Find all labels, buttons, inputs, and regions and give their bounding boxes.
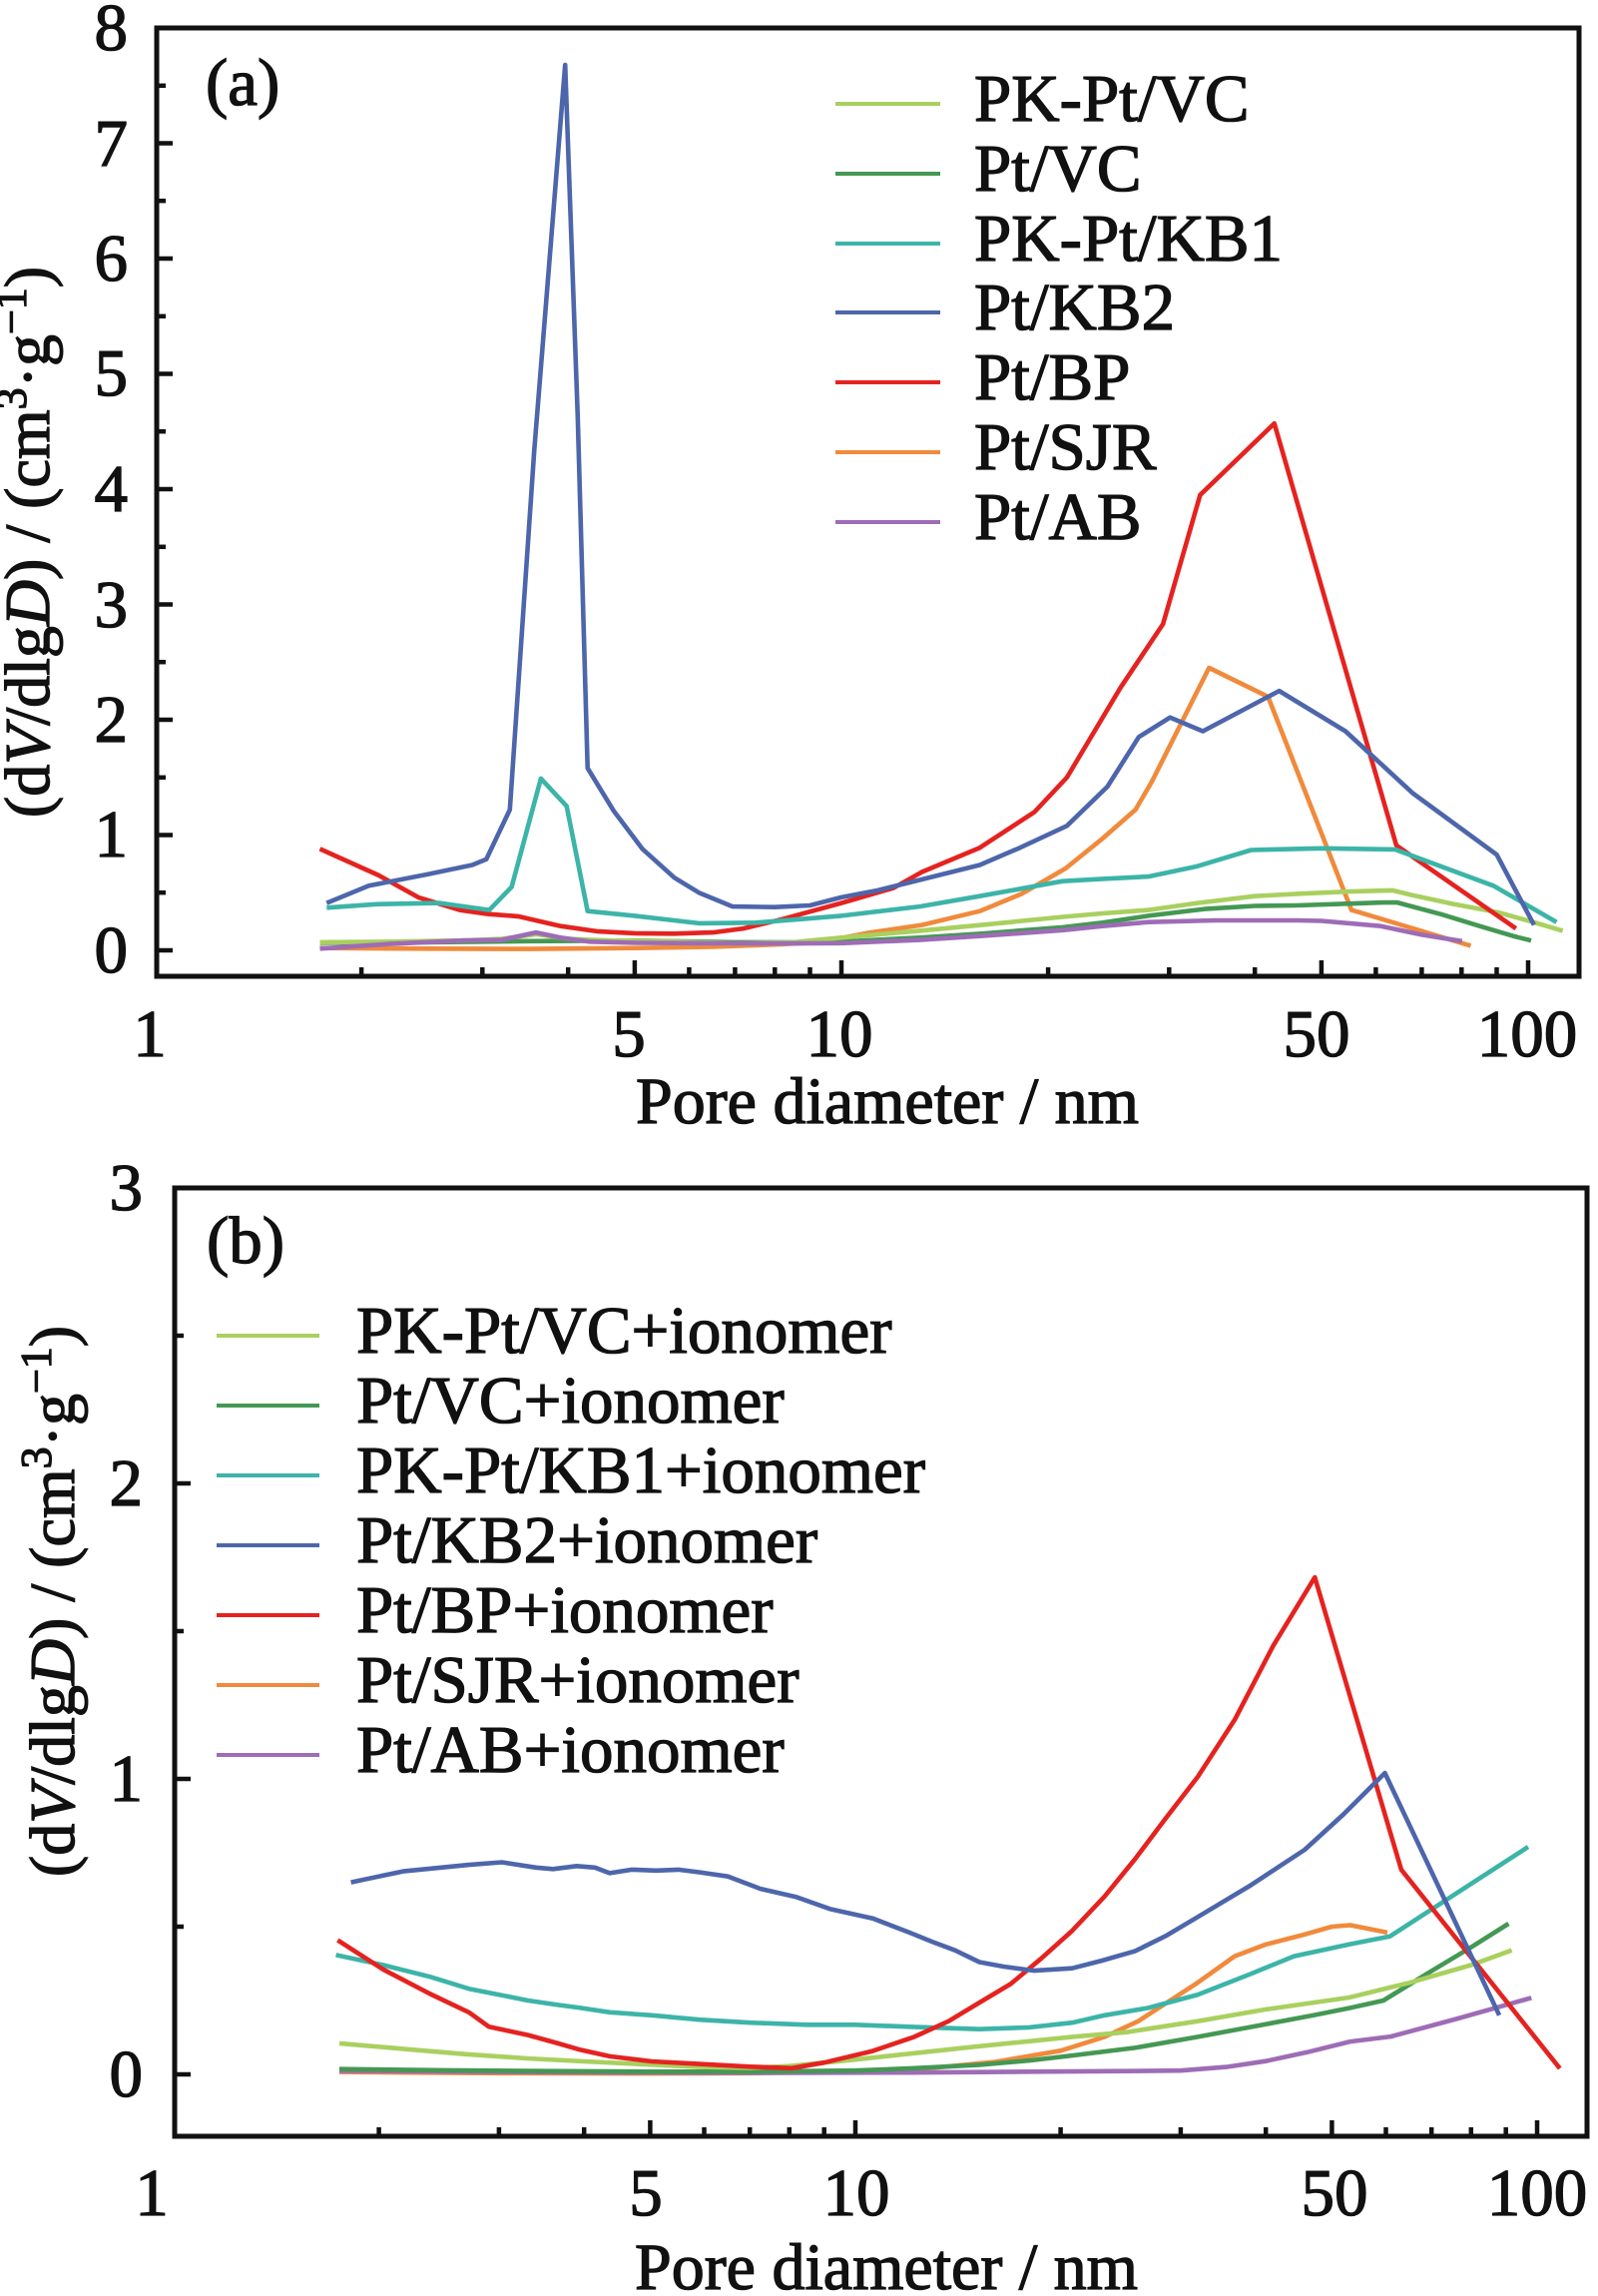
- svg-text:(dV/dlgD) / (cm3·g−1): (dV/dlgD) / (cm3·g−1): [0, 267, 63, 818]
- svg-text:10: 10: [806, 997, 873, 1071]
- svg-text:100: 100: [1477, 997, 1578, 1071]
- svg-text:Pt/KB2: Pt/KB2: [974, 271, 1175, 344]
- svg-text:3: 3: [95, 568, 129, 642]
- svg-text:PK-Pt/VC+ionomer: PK-Pt/VC+ionomer: [356, 1294, 892, 1368]
- svg-text:1: 1: [135, 2156, 169, 2230]
- svg-text:Pt/AB: Pt/AB: [974, 480, 1142, 554]
- svg-text:6: 6: [95, 222, 129, 295]
- svg-text:Pt/SJR+ionomer: Pt/SJR+ionomer: [356, 1643, 799, 1717]
- svg-text:(a): (a): [206, 46, 279, 120]
- svg-text:1: 1: [95, 798, 129, 871]
- svg-text:5: 5: [612, 997, 646, 1071]
- svg-text:PK-Pt/VC: PK-Pt/VC: [974, 62, 1250, 136]
- svg-text:(dV/dlgD) / (cm3·g−1): (dV/dlgD) / (cm3·g−1): [12, 1326, 88, 1877]
- svg-text:Pt/VC: Pt/VC: [974, 132, 1142, 206]
- svg-text:Pt/SJR: Pt/SJR: [974, 410, 1157, 484]
- svg-text:Pt/VC+ionomer: Pt/VC+ionomer: [356, 1364, 785, 1437]
- svg-text:Pt/BP+ionomer: Pt/BP+ionomer: [356, 1573, 774, 1647]
- svg-text:Pore diameter / nm: Pore diameter / nm: [635, 2231, 1138, 2291]
- svg-text:100: 100: [1487, 2156, 1588, 2230]
- svg-text:PK-Pt/KB1: PK-Pt/KB1: [974, 202, 1283, 276]
- svg-text:50: 50: [1302, 2156, 1368, 2230]
- svg-text:50: 50: [1284, 997, 1350, 1071]
- svg-text:5: 5: [629, 2156, 663, 2230]
- svg-text:1: 1: [110, 1742, 144, 1816]
- svg-text:Pt/KB2+ionomer: Pt/KB2+ionomer: [356, 1503, 817, 1577]
- svg-text:(b): (b): [207, 1204, 284, 1278]
- svg-text:7: 7: [95, 107, 129, 181]
- svg-text:2: 2: [95, 683, 129, 757]
- svg-text:10: 10: [823, 2156, 890, 2230]
- svg-text:4: 4: [95, 452, 129, 526]
- svg-text:1: 1: [133, 997, 167, 1071]
- svg-text:0: 0: [95, 913, 129, 987]
- svg-text:0: 0: [110, 2037, 144, 2111]
- svg-text:PK-Pt/KB1+ionomer: PK-Pt/KB1+ionomer: [356, 1434, 925, 1507]
- svg-text:2: 2: [110, 1446, 144, 1520]
- svg-text:5: 5: [95, 336, 129, 410]
- svg-text:Pt/BP: Pt/BP: [974, 340, 1130, 414]
- svg-text:Pt/AB+ionomer: Pt/AB+ionomer: [356, 1713, 785, 1787]
- svg-text:8: 8: [95, 0, 129, 65]
- svg-text:3: 3: [110, 1151, 144, 1225]
- svg-text:Pore diameter / nm: Pore diameter / nm: [636, 1065, 1139, 1138]
